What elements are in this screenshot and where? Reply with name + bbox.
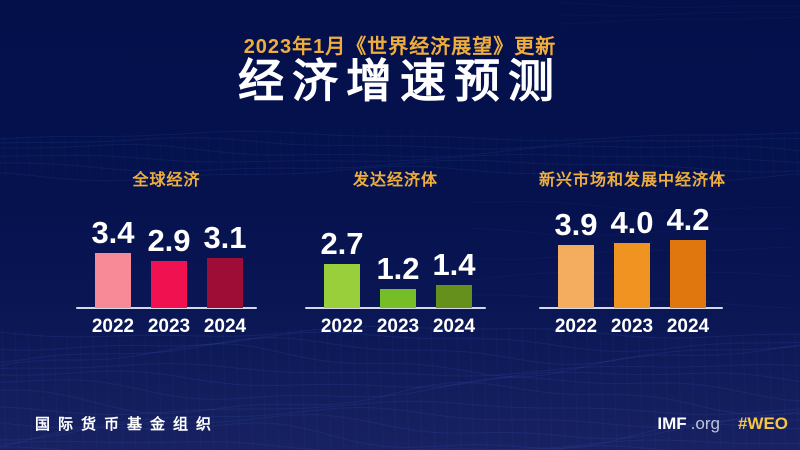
bar-value-label: 1.4 <box>432 247 476 282</box>
bar-value-label: 3.1 <box>203 220 247 255</box>
year-label: 2024 <box>666 316 710 337</box>
bar-value-label: 3.9 <box>554 207 598 242</box>
bar-value-label: 3.4 <box>91 215 135 250</box>
x-axis-line <box>305 307 486 309</box>
year-label: 2022 <box>320 316 364 337</box>
bar-value-label: 4.2 <box>666 202 710 237</box>
year-label: 2022 <box>554 316 598 337</box>
chart-group-global-economy: 全球经济 3.4 2022 2.9 2023 3.1 2024 <box>76 160 257 350</box>
weo-hashtag: #WEO <box>737 414 788 433</box>
bar-value-label: 2.7 <box>320 226 364 261</box>
imf-org-name-chinese: 国际货币基金组织 <box>35 416 220 433</box>
bar-plot-global-economy: 3.4 2022 2.9 2023 3.1 2024 <box>76 160 257 350</box>
page-title: 经济增速预测 <box>238 55 562 107</box>
imf-site-suffix: .org <box>690 414 720 433</box>
bar-value-label: 2.9 <box>147 223 191 258</box>
bar-2023 <box>614 243 650 308</box>
year-label: 2024 <box>432 316 476 337</box>
bar-2022 <box>95 253 131 308</box>
bar-value-label: 1.2 <box>376 251 420 286</box>
report-subtitle: 2023年1月《世界经济展望》更新 <box>243 36 557 58</box>
year-label: 2022 <box>91 316 135 337</box>
chart-group-advanced-economies: 发达经济体 2.7 2022 1.2 2023 1.4 2024 <box>305 160 486 350</box>
bar-2023 <box>380 289 416 308</box>
year-label: 2024 <box>203 316 247 337</box>
bar-2024 <box>207 258 243 308</box>
bar-value-label: 4.0 <box>610 205 654 240</box>
year-label: 2023 <box>610 316 654 337</box>
group-title-advanced-economies: 发达经济体 <box>352 172 438 189</box>
bar-2024 <box>670 240 706 308</box>
bar-2022 <box>324 264 360 308</box>
year-label: 2023 <box>376 316 420 337</box>
x-axis-line <box>539 307 723 309</box>
x-axis-line <box>76 307 257 309</box>
imf-site-label: IMF <box>657 414 687 433</box>
bar-2022 <box>558 245 594 308</box>
bar-2023 <box>151 261 187 308</box>
group-title-global-economy: 全球经济 <box>132 172 201 189</box>
year-label: 2023 <box>147 316 191 337</box>
group-title-emerging-markets: 新兴市场和发展中经济体 <box>539 172 727 189</box>
bar-2024 <box>436 285 472 308</box>
chart-group-emerging-markets: 新兴市场和发展中经济体 3.9 2022 4.0 2023 4.2 2024 <box>539 160 727 350</box>
bar-plot-advanced-economies: 2.7 2022 1.2 2023 1.4 2024 <box>305 160 486 350</box>
bar-plot-emerging-markets: 3.9 2022 4.0 2023 4.2 2024 <box>539 160 723 350</box>
footer-links: IMF .org #WEO <box>657 414 788 434</box>
